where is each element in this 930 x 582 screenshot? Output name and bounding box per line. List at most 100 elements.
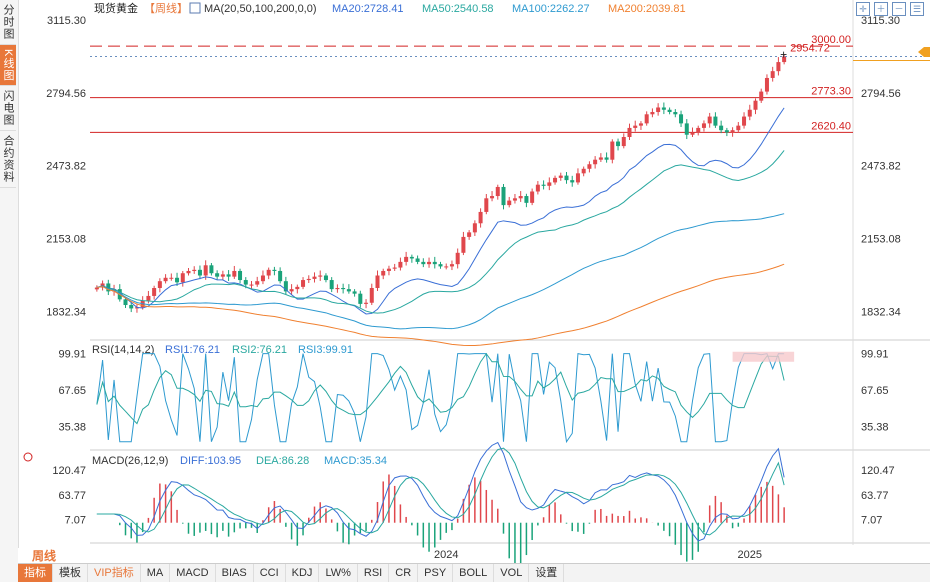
bottom-tab-13[interactable]: VOL	[494, 564, 530, 582]
candle-body	[684, 123, 689, 135]
last-price-label: 2954.72	[790, 42, 830, 54]
macd-tick-left: 7.07	[65, 515, 86, 527]
rsi1-value: RSI1:76.21	[165, 344, 220, 356]
candle-body	[724, 130, 729, 133]
candle-body	[616, 141, 621, 147]
candle-body	[621, 137, 626, 147]
candle-body	[701, 123, 706, 128]
bottom-tab-12[interactable]: BOLL	[453, 564, 495, 582]
candle-body	[289, 289, 294, 292]
candle-body	[604, 157, 609, 160]
bottom-tab-8[interactable]: LW%	[319, 564, 358, 582]
rsi-tick-right: 35.38	[861, 422, 889, 434]
candle-body	[272, 269, 277, 271]
candle-body	[421, 261, 426, 265]
toolbar-icons: ✛ ＋ － ☰	[856, 2, 924, 16]
chart-canvas: 现货黄金 【周线】 MA(20,50,100,200,0,0) MA20:2728.4…	[23, 0, 930, 564]
candle-body	[530, 191, 535, 203]
level-label: 2773.30	[811, 86, 851, 98]
bottom-tab-11[interactable]: PSY	[418, 564, 454, 582]
sidebar-tab-1[interactable]: K线图	[0, 45, 16, 87]
ma50-line	[96, 150, 785, 314]
period-button[interactable]: 周线	[18, 548, 70, 564]
candle-body	[455, 252, 460, 265]
sidebar-tab-2[interactable]: 闪电图	[0, 86, 16, 132]
candle-body	[713, 116, 718, 126]
candle-body	[146, 295, 151, 301]
candle-body	[644, 114, 649, 124]
bottom-tab-9[interactable]: RSI	[358, 564, 390, 582]
indicator-settings-icon	[189, 2, 201, 14]
candle-body	[381, 270, 386, 276]
macd-tick-left: 63.77	[58, 490, 86, 502]
candle-body	[558, 175, 563, 178]
candle-body	[123, 299, 128, 306]
candle-body	[232, 270, 237, 277]
menu-icon[interactable]: ☰	[910, 2, 924, 16]
candle-body	[575, 173, 580, 183]
level-label: 2620.40	[811, 120, 851, 132]
bottom-tab-5[interactable]: BIAS	[216, 564, 254, 582]
candle-body	[186, 270, 191, 274]
bottom-tab-1[interactable]: 模板	[53, 564, 88, 582]
candle-body	[553, 177, 558, 183]
candle-body	[341, 287, 346, 290]
candle-body	[392, 267, 397, 269]
price-tick-right: 3115.30	[861, 15, 900, 27]
bottom-tab-7[interactable]: KDJ	[286, 564, 320, 582]
candle-body	[478, 211, 483, 224]
candle-body	[409, 256, 414, 259]
macd-diff-line	[96, 441, 785, 542]
candle-body	[490, 196, 495, 199]
bottom-tab-10[interactable]: CR	[389, 564, 419, 582]
sidebar-tab-3[interactable]: 合约资料	[0, 131, 16, 189]
candle-body	[346, 289, 351, 292]
candle-body	[507, 200, 512, 206]
ma200-line	[96, 263, 785, 347]
crosshair-icon[interactable]: ✛	[856, 2, 870, 16]
candle-body	[438, 264, 443, 267]
last-price-marker-icon	[918, 47, 930, 57]
candle-body	[661, 107, 666, 110]
candle-body	[152, 287, 157, 296]
candle-body	[656, 107, 661, 113]
period-button-label: 周线	[32, 549, 57, 563]
zoom-out-icon[interactable]: －	[892, 2, 906, 16]
ma100-value: MA100:2262.27	[512, 3, 590, 15]
price-tick-right: 2473.82	[861, 161, 901, 173]
bottom-toolbar: 指标 模板 VIP指标 MA MACD BIAS CCI KDJ LW% RSI CR PSY BOLL…	[18, 563, 930, 582]
rsi3-value: RSI3:99.91	[298, 344, 353, 356]
candle-body	[175, 277, 180, 283]
candle-body	[736, 125, 741, 131]
bottom-tab-3[interactable]: MA	[141, 564, 171, 582]
sidebar-tab-0[interactable]: 分时图	[0, 0, 16, 45]
rsi3-line	[96, 353, 785, 444]
price-tick-left: 2794.56	[46, 88, 86, 100]
bottom-tab-2[interactable]: VIP指标	[88, 564, 141, 582]
candle-body	[593, 159, 598, 165]
bottom-tab-6[interactable]: CCI	[254, 564, 286, 582]
zoom-in-icon[interactable]: ＋	[874, 2, 888, 16]
candle-body	[696, 127, 701, 133]
candle-body	[764, 77, 769, 92]
bottom-tab-14[interactable]: 设置	[529, 564, 565, 582]
candle-body	[278, 270, 283, 282]
rsi-overbought-highlight	[732, 351, 795, 362]
candle-body	[730, 130, 735, 133]
candle-body	[94, 287, 99, 290]
candle-body	[364, 302, 369, 304]
candle-body	[495, 186, 500, 197]
candle-body	[358, 293, 363, 304]
bottom-tab-4[interactable]: MACD	[170, 564, 216, 582]
bottom-tab-0[interactable]: 指标	[18, 564, 53, 582]
crosshair-cursor: +	[780, 47, 787, 61]
candle-body	[719, 125, 724, 131]
candle-body	[243, 280, 248, 285]
price-tick-left: 2153.08	[46, 233, 86, 245]
candle-body	[541, 184, 546, 186]
candle-body	[306, 278, 311, 281]
price-tick-right: 1832.34	[861, 306, 901, 318]
macd-hist-value: MACD:35.34	[324, 455, 387, 467]
candle-body	[610, 141, 615, 160]
candle-body	[295, 286, 300, 290]
